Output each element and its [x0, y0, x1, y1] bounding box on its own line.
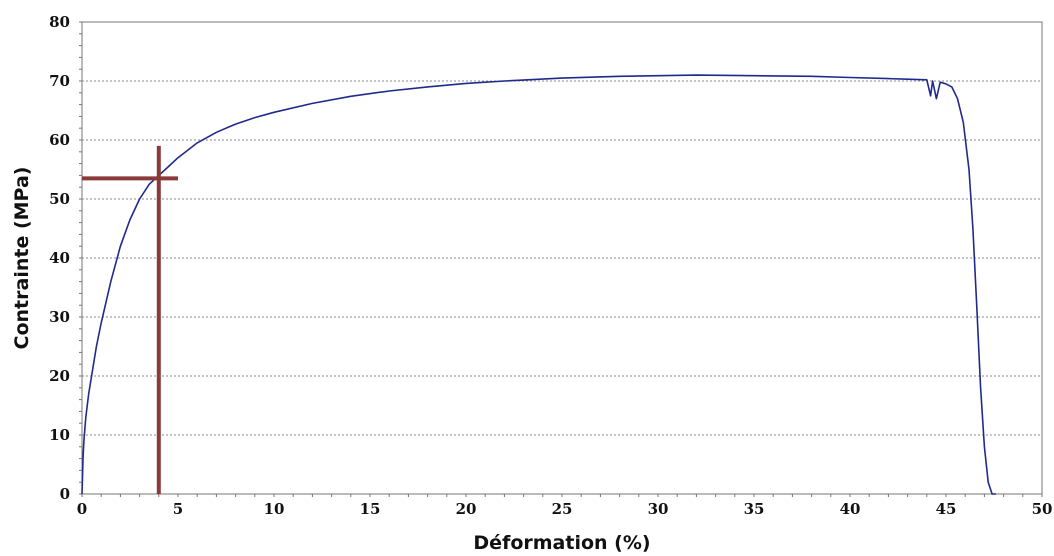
y-tick-label: 30: [49, 308, 70, 326]
y-axis-title: Contrainte (MPa): [11, 167, 33, 350]
data-series: [81, 74, 996, 495]
stress-strain-curve: [81, 74, 996, 495]
y-tick-label: 10: [49, 426, 70, 444]
grid-lines: [82, 80, 1042, 436]
x-tick-label: 30: [648, 500, 669, 518]
x-tick-label: 25: [552, 500, 573, 518]
x-tick-label: 35: [744, 500, 765, 518]
x-axis-ticks: 0 5 10 15 20 25 30 35 40 45 50: [77, 494, 1053, 518]
y-axis-ticks: 0 10 20 30 40 50 60 70 80: [49, 13, 82, 503]
x-tick-label: 10: [264, 500, 285, 518]
x-tick-label: 45: [936, 500, 957, 518]
y-tick-label: 60: [49, 131, 70, 149]
y-tick-label: 80: [49, 13, 70, 31]
y-tick-label: 0: [60, 485, 70, 503]
x-tick-label: 5: [173, 500, 183, 518]
x-tick-label: 0: [77, 500, 87, 518]
y-tick-label: 40: [49, 249, 70, 267]
x-tick-label: 40: [840, 500, 861, 518]
x-tick-label: 20: [456, 500, 477, 518]
x-tick-label: 50: [1032, 500, 1053, 518]
x-tick-label: 15: [360, 500, 381, 518]
y-tick-label: 50: [49, 190, 70, 208]
y-tick-label: 20: [49, 367, 70, 385]
x-axis-title: Déformation (%): [473, 532, 650, 554]
y-tick-label: 70: [49, 72, 70, 90]
